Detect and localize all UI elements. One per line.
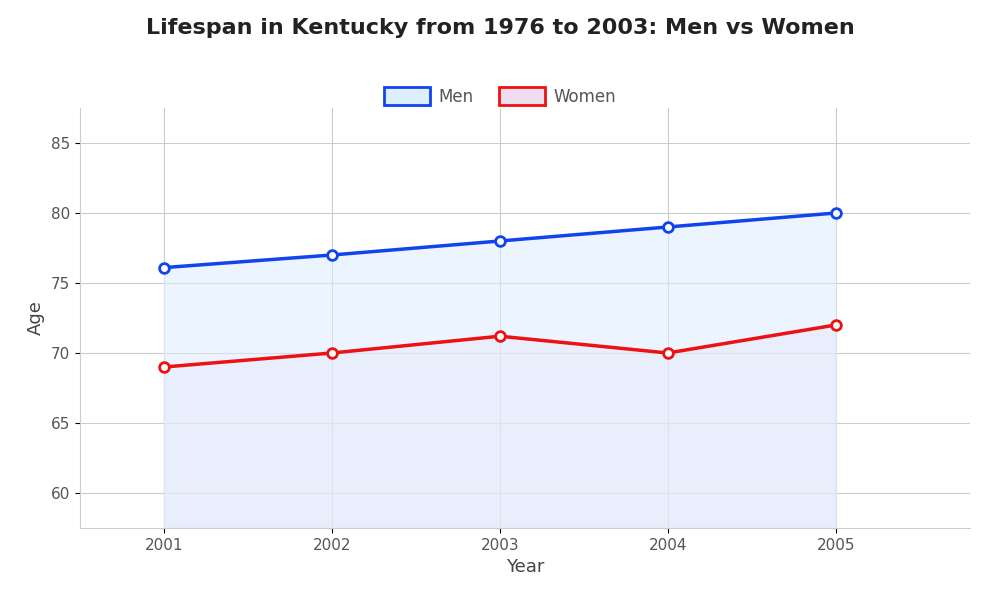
X-axis label: Year: Year (506, 558, 544, 576)
Y-axis label: Age: Age (27, 301, 45, 335)
Legend: Men, Women: Men, Women (377, 80, 623, 112)
Text: Lifespan in Kentucky from 1976 to 2003: Men vs Women: Lifespan in Kentucky from 1976 to 2003: … (146, 18, 854, 38)
